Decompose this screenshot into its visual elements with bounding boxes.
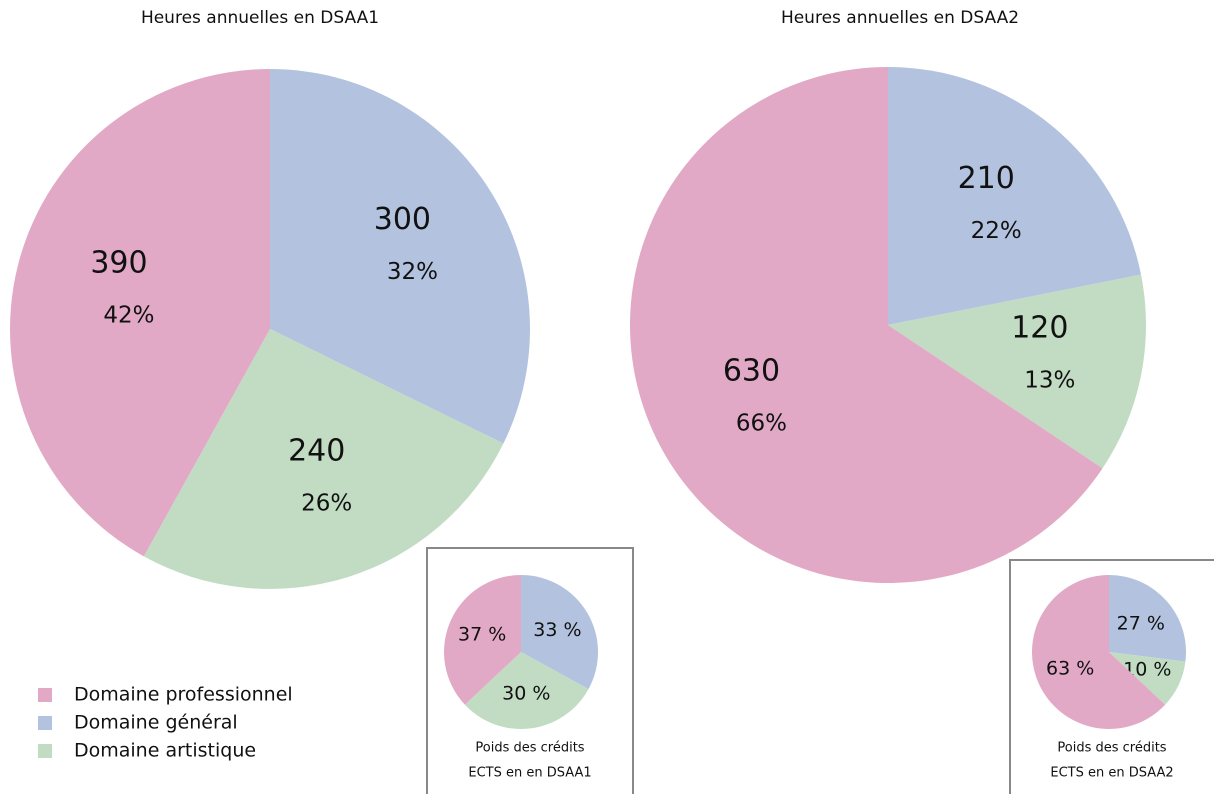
pie-slice <box>143 329 504 589</box>
pie-slice <box>1032 575 1166 730</box>
legend-swatch <box>38 744 52 758</box>
pie-slice <box>464 652 589 729</box>
pie-slice <box>888 274 1146 469</box>
chart-title: ECTS en en DSAA2 <box>1050 766 1173 781</box>
value-label: 210 <box>958 161 1015 196</box>
value-label: 33 % <box>533 619 581 641</box>
inset-box <box>426 547 634 794</box>
percent-label: 13% <box>1024 368 1075 394</box>
percent-label: 22% <box>971 218 1022 244</box>
value-label: 63 % <box>1046 657 1094 679</box>
percent-label: 42% <box>103 302 154 328</box>
pie-slice <box>9 69 271 557</box>
pie-slice <box>1109 575 1186 662</box>
pie-slice <box>270 69 530 444</box>
pie-slice <box>888 67 1142 325</box>
value-label: 37 % <box>458 624 506 646</box>
legend-label: Domaine professionnel <box>74 684 293 706</box>
percent-label: 26% <box>301 490 352 516</box>
value-label: 10 % <box>1123 659 1171 681</box>
chart-title: ECTS en en DSAA1 <box>468 766 591 781</box>
legend-label: Domaine artistique <box>74 740 256 762</box>
chart-title: Poids des crédits <box>475 741 584 756</box>
value-label: 630 <box>723 353 780 388</box>
value-label: 390 <box>90 245 147 280</box>
pie-slice <box>630 67 1103 583</box>
legend-swatch <box>38 716 52 730</box>
pie-slice <box>1109 652 1186 705</box>
value-label: 300 <box>374 202 431 237</box>
pie-slice <box>444 575 521 705</box>
legend-label: Domaine général <box>74 712 238 734</box>
legend-swatch <box>38 688 52 702</box>
value-label: 240 <box>288 433 345 468</box>
chart-title: Heures annuelles en DSAA2 <box>781 8 1019 28</box>
inset-box <box>1009 559 1214 794</box>
value-label: 120 <box>1011 311 1068 346</box>
chart-title: Poids des crédits <box>1057 741 1166 756</box>
pie-slice <box>521 575 598 690</box>
percent-label: 66% <box>736 410 787 436</box>
value-label: 27 % <box>1117 612 1165 634</box>
chart-title: Heures annuelles en DSAA1 <box>141 8 379 28</box>
value-label: 30 % <box>502 683 550 705</box>
percent-label: 32% <box>387 259 438 285</box>
